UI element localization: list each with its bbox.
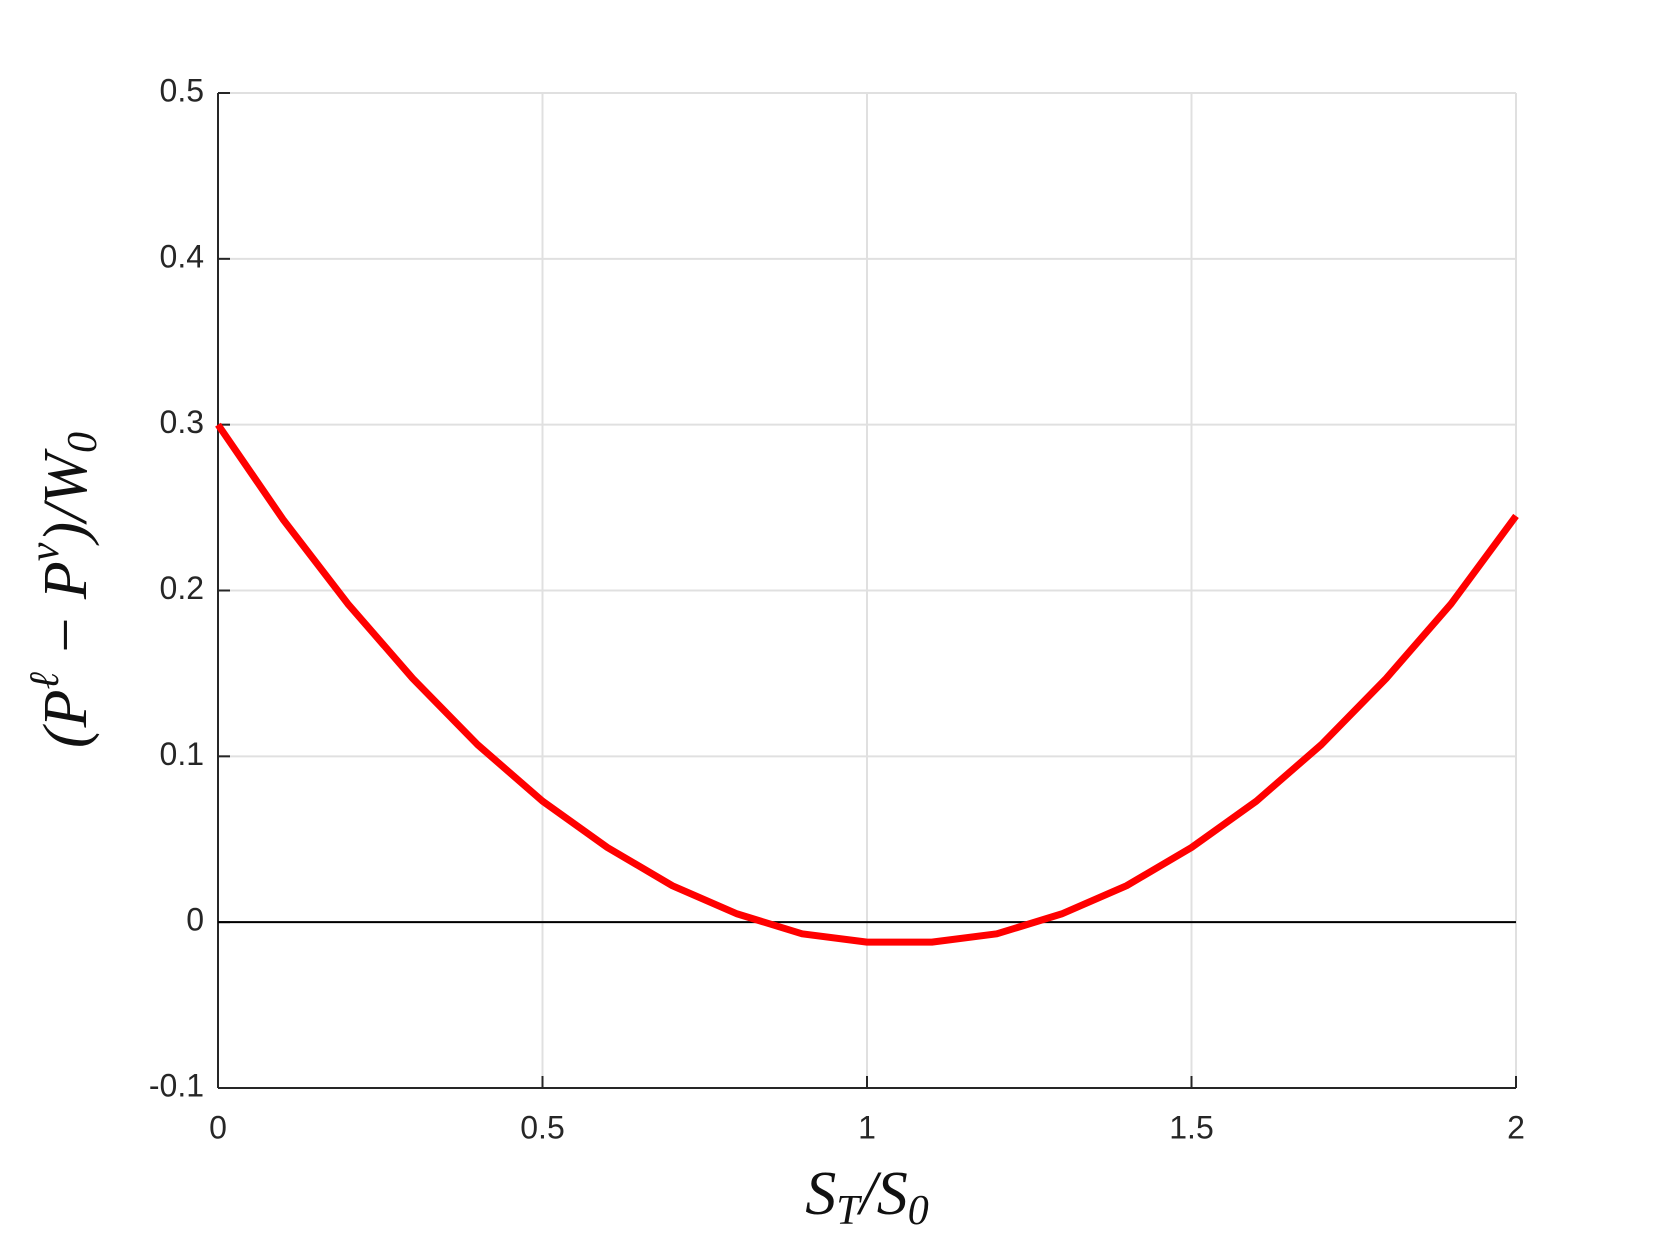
y-tick-label: 0.2 [160, 570, 204, 606]
x-tick-label: 1.5 [1169, 1109, 1213, 1145]
y-tick-label: 0.4 [160, 238, 204, 274]
y-tick-label: 0.3 [160, 404, 204, 440]
y-axis-label: (Pℓ − Pv)/W0 [22, 432, 106, 748]
y-tick-label: 0.5 [160, 72, 204, 108]
x-tick-label: 1 [858, 1109, 876, 1145]
data-line [215, 422, 1519, 946]
y-label-part: 0 [60, 432, 106, 453]
x-label-part: T [836, 1188, 862, 1234]
y-label-part: v [22, 542, 68, 561]
x-tick-label: 0 [209, 1109, 227, 1145]
x-label-part: 0 [908, 1188, 929, 1234]
y-label-part: ℓ [22, 671, 68, 689]
y-tick-label: 0.1 [160, 736, 204, 772]
y-tick-label: -0.1 [149, 1067, 204, 1103]
y-label-part: (P [32, 689, 100, 748]
y-tick-label: 0 [186, 902, 204, 938]
x-tick-label: 2 [1507, 1109, 1525, 1145]
y-label-part: − P [32, 561, 100, 672]
x-tick-label: 0.5 [520, 1109, 564, 1145]
y-label-part: )/W [32, 448, 100, 546]
x-label-part: S [805, 1160, 836, 1228]
x-axis-label: ST/S0 [805, 1160, 929, 1233]
x-label-part: /S [857, 1160, 908, 1228]
